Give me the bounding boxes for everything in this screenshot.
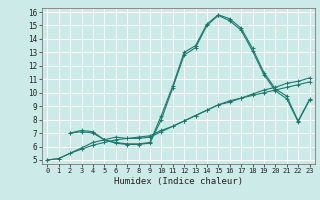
- X-axis label: Humidex (Indice chaleur): Humidex (Indice chaleur): [114, 177, 243, 186]
